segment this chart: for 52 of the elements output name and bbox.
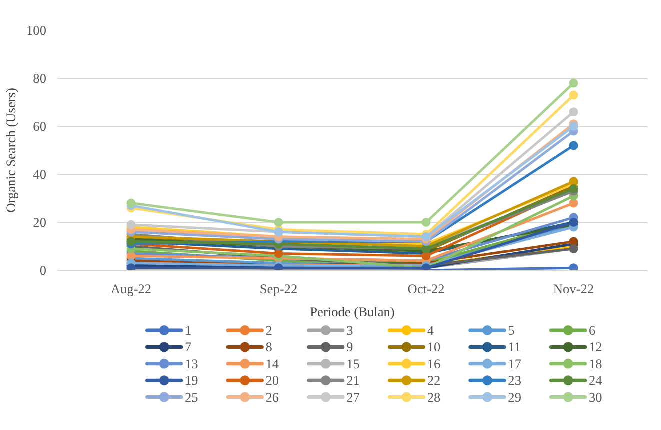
legend-label: 14 (266, 356, 280, 372)
legend-label: 2 (266, 323, 272, 338)
point (126, 198, 136, 208)
legend-label: 28 (427, 390, 442, 405)
legend-label: 13 (184, 356, 199, 372)
point (569, 90, 578, 100)
legend-label: 7 (184, 340, 192, 355)
y-tick-label: 80 (33, 71, 47, 86)
x-axis-title: Periode (Bulan) (310, 304, 395, 320)
legend-label: 20 (266, 373, 280, 388)
legend-label: 16 (427, 356, 442, 372)
legend-label: 1 (184, 323, 192, 338)
legend-label: 26 (266, 390, 280, 405)
legend-label: 21 (346, 373, 360, 388)
point (569, 122, 578, 131)
legend-label: 4 (427, 323, 434, 338)
legend-label: 29 (508, 390, 522, 405)
y-tick-label: 100 (26, 23, 47, 38)
legend-label: 25 (184, 390, 199, 405)
legend-label: 5 (508, 323, 516, 338)
legend-label: 27 (346, 390, 360, 405)
y-tick-label: 40 (33, 167, 47, 182)
legend-label: 11 (508, 340, 521, 355)
legend-label: 23 (508, 373, 522, 388)
point (422, 218, 431, 227)
legend-label: 10 (427, 340, 442, 355)
y-tick-label: 60 (33, 119, 47, 134)
legend-label: 22 (427, 373, 441, 388)
y-axis-title: Organic Search (Users) (4, 88, 19, 213)
x-tick-label: Nov-22 (553, 282, 594, 296)
legend-label: 8 (266, 340, 273, 355)
point (569, 108, 578, 117)
legend-label: 6 (588, 323, 596, 338)
point (569, 78, 578, 88)
legend-label: 18 (588, 356, 603, 372)
x-tick-label: Aug-22 (110, 282, 152, 296)
legend-label: 12 (588, 340, 602, 355)
y-tick-label: 0 (40, 263, 47, 278)
x-tick-label: Sep-22 (260, 282, 298, 296)
y-tick-label: 20 (33, 215, 47, 230)
legend-label: 24 (588, 373, 603, 388)
point (569, 264, 578, 270)
legend-label: 30 (588, 390, 603, 405)
point (569, 141, 578, 150)
legend-label: 15 (346, 356, 360, 372)
legend-label: 3 (346, 323, 354, 338)
legend-label: 9 (346, 340, 354, 355)
point (274, 218, 284, 227)
legend-label: 17 (508, 356, 522, 372)
point (126, 220, 136, 230)
legend-label: 19 (184, 373, 199, 388)
x-tick-label: Oct-22 (408, 282, 445, 296)
